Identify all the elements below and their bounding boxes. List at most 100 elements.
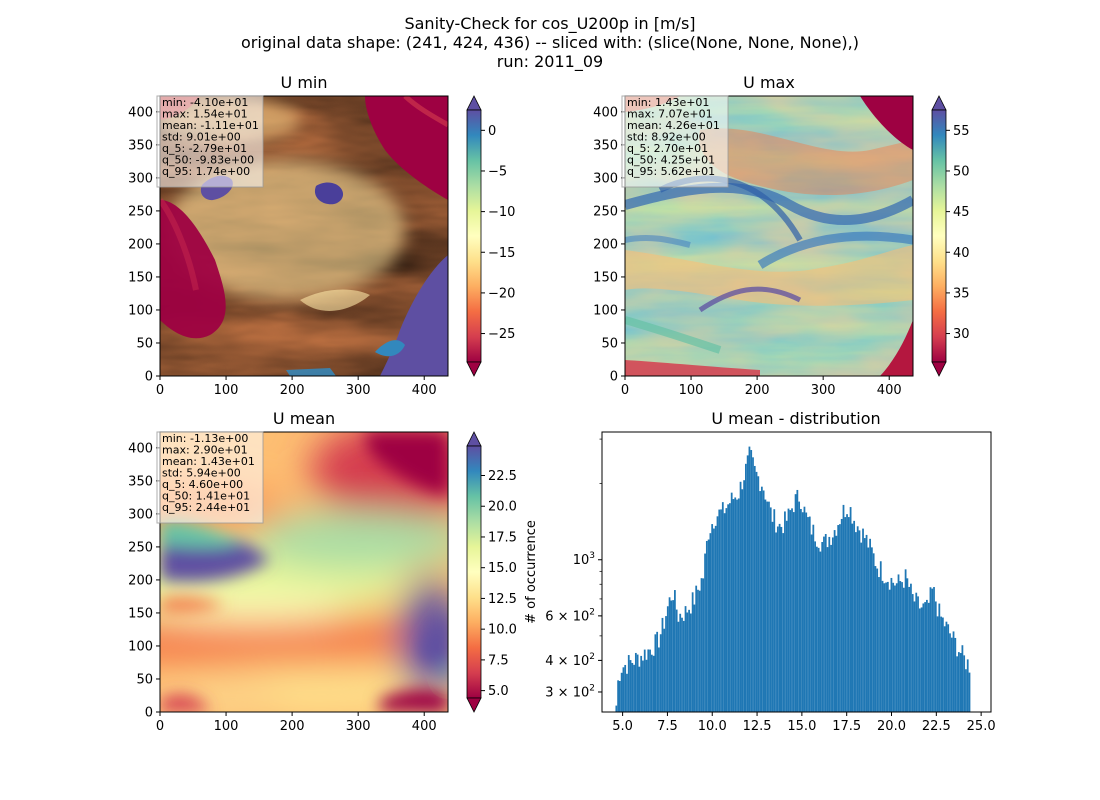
y-tick-label: 103 <box>573 551 595 568</box>
histogram-bar <box>796 489 799 712</box>
histogram-bar <box>890 577 893 712</box>
histogram-bar <box>911 594 914 712</box>
x-tick-label: 25.0 <box>967 719 996 734</box>
stats-line: max: 7.07e+01 <box>627 108 713 121</box>
y-tick-label: 0 <box>610 370 618 385</box>
histogram-bar <box>727 504 730 712</box>
y-tick-label: 250 <box>128 540 153 555</box>
x-tick-label: 22.5 <box>922 719 951 734</box>
histogram-bar <box>901 582 903 712</box>
histogram-bar <box>681 617 683 712</box>
colorbar-tick-label: 30 <box>953 327 970 342</box>
histogram-bar <box>760 486 763 712</box>
histogram-bar <box>768 501 770 712</box>
panel-u-max: U max 0 100 200 300 400050100150200250300350… <box>593 73 969 398</box>
histogram-bar <box>840 518 843 712</box>
colorbar-extend-bottom <box>466 361 482 377</box>
histogram-bar <box>789 510 792 712</box>
panel-title: U min <box>281 73 328 92</box>
histogram-bar <box>746 455 749 712</box>
histogram-bar <box>952 631 955 712</box>
histogram-bar <box>959 653 962 712</box>
histogram-bar <box>617 680 619 712</box>
histogram-bar <box>643 649 646 712</box>
colorbar-extend-top <box>466 95 482 111</box>
histogram-bar <box>881 580 884 712</box>
histogram-bar <box>711 524 714 712</box>
histogram-bar <box>743 480 745 712</box>
colorbar-tick-label: 45 <box>953 205 970 220</box>
x-tick-label: 12.5 <box>743 719 772 734</box>
histogram-bar <box>833 530 836 712</box>
histogram-bar <box>821 542 824 712</box>
histogram-bar <box>963 655 966 712</box>
histogram-bar <box>926 599 928 712</box>
histogram-bar <box>634 652 637 712</box>
histogram-bar <box>847 517 850 712</box>
histogram-bar <box>736 499 738 712</box>
histogram-bar <box>849 507 852 712</box>
histogram-bar <box>808 516 811 712</box>
histogram-bar <box>729 503 731 712</box>
histogram-bar <box>810 534 813 712</box>
histogram-bar <box>631 662 634 712</box>
histogram-bar <box>739 481 742 712</box>
colorbar-tick-label: 55 <box>953 124 970 139</box>
histogram-bar <box>700 578 703 712</box>
histogram-bar <box>931 588 934 712</box>
histogram-bar <box>853 520 856 712</box>
histogram-bar <box>798 501 801 712</box>
axis-ticks: 0 100 200 300 400 0 50 100 150 200 250 300 350 400 <box>593 105 901 398</box>
histogram-bar <box>709 533 712 712</box>
y-tick-label: 50 <box>136 672 153 687</box>
histogram-bar <box>945 621 948 712</box>
stats-line: mean: 1.43e+01 <box>162 455 255 468</box>
colorbar-extend-top <box>466 431 482 447</box>
histogram-bar <box>888 589 891 712</box>
histogram-bar <box>658 647 660 712</box>
histogram-bar <box>698 590 701 712</box>
histogram-bar <box>666 606 669 712</box>
histogram-bar <box>943 626 946 712</box>
histogram-bar <box>819 551 822 712</box>
histogram-bar <box>812 524 815 712</box>
histogram-bar <box>869 538 872 712</box>
colorbar-extend-bottom <box>466 697 482 713</box>
y-tick-label: 350 <box>593 138 618 153</box>
stats-line: std: 5.94e+00 <box>162 467 241 480</box>
histogram-bar <box>723 513 726 712</box>
histogram-bar <box>785 520 788 712</box>
histogram-bar <box>837 525 840 712</box>
histogram-bar <box>764 499 767 712</box>
histogram-bar <box>924 602 927 712</box>
colorbar-tick-label: −10 <box>488 205 515 220</box>
colorbar-extend-top <box>931 95 947 111</box>
stats-line: mean: 4.26e+01 <box>627 119 720 132</box>
histogram-bar <box>831 537 834 712</box>
stats-line: q_95: 2.44e+01 <box>162 501 250 514</box>
histogram-bar <box>858 530 861 712</box>
axis-ticks: 0 100 200 300 400 0 50 100 150 200 250 300 350 400 <box>128 105 436 398</box>
histogram-bar <box>865 534 868 712</box>
histogram-bar <box>842 504 845 712</box>
histogram-bar <box>679 613 682 712</box>
histogram-bar <box>677 621 680 712</box>
histogram-bar <box>707 539 710 712</box>
histogram-bar <box>649 649 651 712</box>
histogram-bar <box>879 561 882 712</box>
histogram-bar <box>839 524 841 712</box>
histogram-bar <box>894 585 896 712</box>
histogram-bar <box>670 600 673 712</box>
stats-line: min: -4.10e+01 <box>162 96 248 109</box>
stats-line: q_5: -2.79e+01 <box>162 142 247 155</box>
histogram-bar <box>927 602 930 712</box>
x-tick-label: 200 <box>745 383 770 398</box>
histogram-bar <box>752 457 754 712</box>
stats-line: q_5: 4.60e+00 <box>162 478 243 491</box>
x-tick-label: 7.5 <box>657 719 678 734</box>
histogram-bar <box>883 583 886 712</box>
histogram-bar <box>626 673 628 712</box>
y-tick-label: 400 <box>128 441 153 456</box>
